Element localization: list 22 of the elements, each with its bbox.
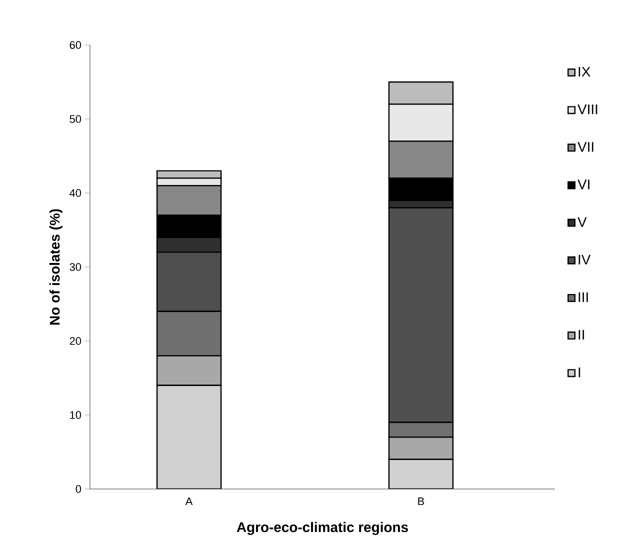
legend-label: I bbox=[578, 368, 580, 378]
bar bbox=[388, 458, 454, 489]
legend-label: VII bbox=[578, 142, 594, 152]
legend-label: II bbox=[578, 330, 584, 340]
x-tick-label: B bbox=[418, 498, 424, 506]
bar bbox=[156, 384, 222, 489]
x-tick-label: A bbox=[185, 498, 193, 506]
legend-label: IX bbox=[578, 66, 590, 77]
legend-label: VI bbox=[578, 180, 590, 190]
y-tick-label: 10 bbox=[70, 411, 82, 419]
x-axis-title: Agro-eco-climatic regions bbox=[236, 522, 408, 535]
y-tick-label: 30 bbox=[70, 263, 82, 271]
legend-label: III bbox=[578, 292, 588, 302]
y-tick-label: 0 bbox=[76, 485, 82, 493]
y-axis-title: No of isolates (%) bbox=[49, 209, 62, 325]
y-tick-label: 60 bbox=[70, 41, 82, 49]
y-tick-label: 40 bbox=[70, 189, 82, 197]
y-tick-label: 50 bbox=[70, 115, 82, 123]
legend-label: VIII bbox=[578, 104, 598, 114]
y-tick-label: 20 bbox=[70, 337, 82, 345]
legend-label: IV bbox=[578, 254, 591, 264]
legend-label: V bbox=[578, 217, 587, 227]
